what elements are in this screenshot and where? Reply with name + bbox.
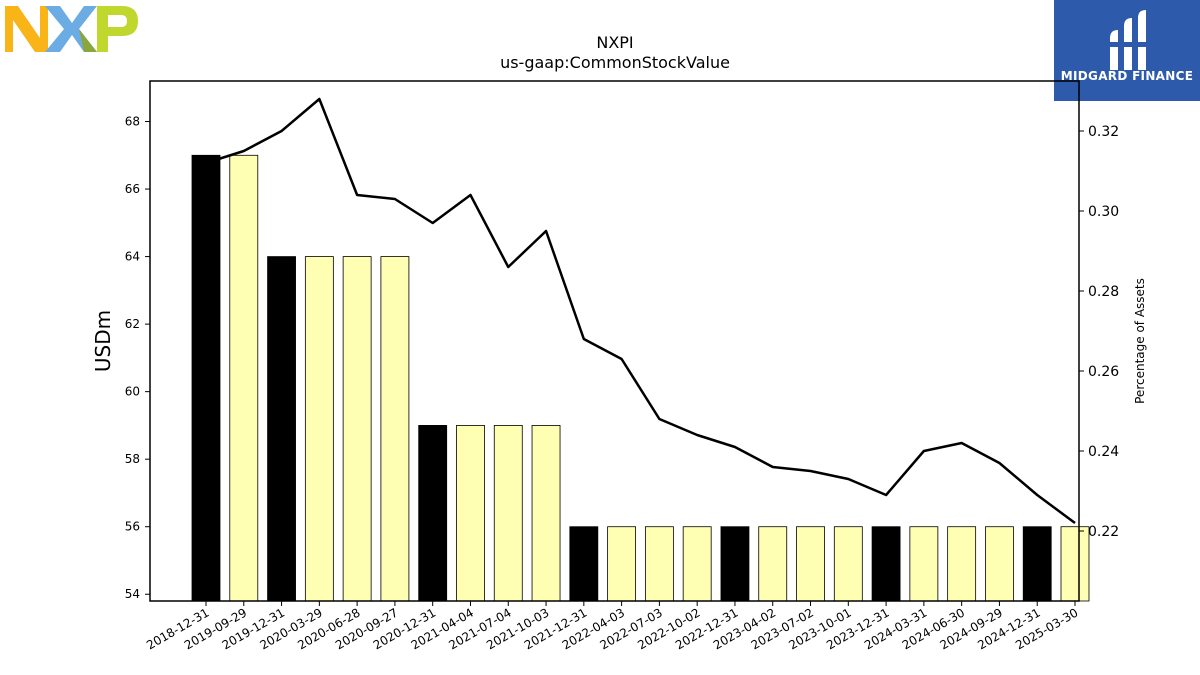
y-tick-label: 64 — [125, 250, 140, 264]
y-tick-label: 62 — [125, 317, 140, 331]
bar-2023-10-01 — [833, 526, 863, 602]
brand-name: MIDGARD FINANCE — [1061, 69, 1193, 83]
bar-2019-12-31 — [267, 256, 296, 602]
y2-tick-label: 0.26 — [1088, 364, 1119, 380]
bar-2020-12-31 — [418, 425, 448, 602]
bar-2023-07-02 — [796, 526, 825, 602]
nxp-logo — [5, 6, 138, 52]
x-axis-ticks: 2018-12-312019-09-292019-12-312020-03-29… — [144, 601, 1081, 652]
bar-2025-03-30 — [1060, 526, 1090, 602]
y2-tick-label: 0.24 — [1088, 444, 1119, 460]
bar-2021-10-03 — [531, 425, 561, 602]
bar-2024-09-29 — [985, 526, 1014, 602]
y-tick-label: 66 — [125, 182, 140, 196]
plot-frame — [149, 80, 1080, 602]
y2-tick-label: 0.30 — [1088, 204, 1119, 220]
y-axis-label: USDm — [91, 310, 115, 372]
bar-2021-07-04 — [493, 425, 523, 602]
chart-subtitle: us-gaap:CommonStockValue — [500, 53, 730, 72]
bar-2020-06-28 — [342, 256, 372, 602]
y2-tick-label: 0.22 — [1088, 524, 1119, 540]
bar-2022-12-31 — [720, 526, 750, 602]
bar-2024-06-30 — [947, 526, 977, 602]
chart-title: NXPI — [596, 33, 633, 52]
left-axis-ticks: 54 56 58 60 62 64 66 68 — [125, 115, 150, 601]
midgard-finance-logo: MIDGARD FINANCE — [1054, 0, 1200, 101]
bar-series — [191, 154, 1090, 602]
bar-2020-09-27 — [380, 256, 410, 602]
y-tick-label: 60 — [125, 385, 140, 399]
bar-2023-12-31 — [871, 526, 901, 602]
y-tick-label: 54 — [125, 587, 140, 601]
bar-2024-03-31 — [909, 526, 939, 602]
y-tick-label: 58 — [125, 452, 140, 466]
line-series — [205, 97, 1076, 525]
y-tick-label: 68 — [125, 115, 140, 129]
bar-2018-12-31 — [191, 154, 221, 602]
bar-2022-04-03 — [607, 526, 637, 602]
bar-2022-07-03 — [644, 526, 674, 602]
bar-2024-12-31 — [1022, 526, 1052, 602]
y2-axis-label: Percentage of Assets — [1133, 278, 1147, 404]
y2-tick-label: 0.28 — [1088, 284, 1119, 300]
bar-2021-04-04 — [456, 425, 485, 602]
bar-2023-04-02 — [758, 526, 788, 602]
y-tick-label: 56 — [125, 520, 140, 534]
bar-2019-09-29 — [229, 154, 259, 602]
bar-2022-10-02 — [682, 526, 712, 602]
percentage-line — [205, 97, 1076, 525]
right-axis-ticks: 0.22 0.24 0.26 0.28 0.30 0.32 — [1079, 124, 1119, 540]
bar-2020-03-29 — [304, 256, 334, 602]
bar-2021-12-31 — [569, 526, 599, 602]
y2-tick-label: 0.32 — [1088, 124, 1119, 140]
